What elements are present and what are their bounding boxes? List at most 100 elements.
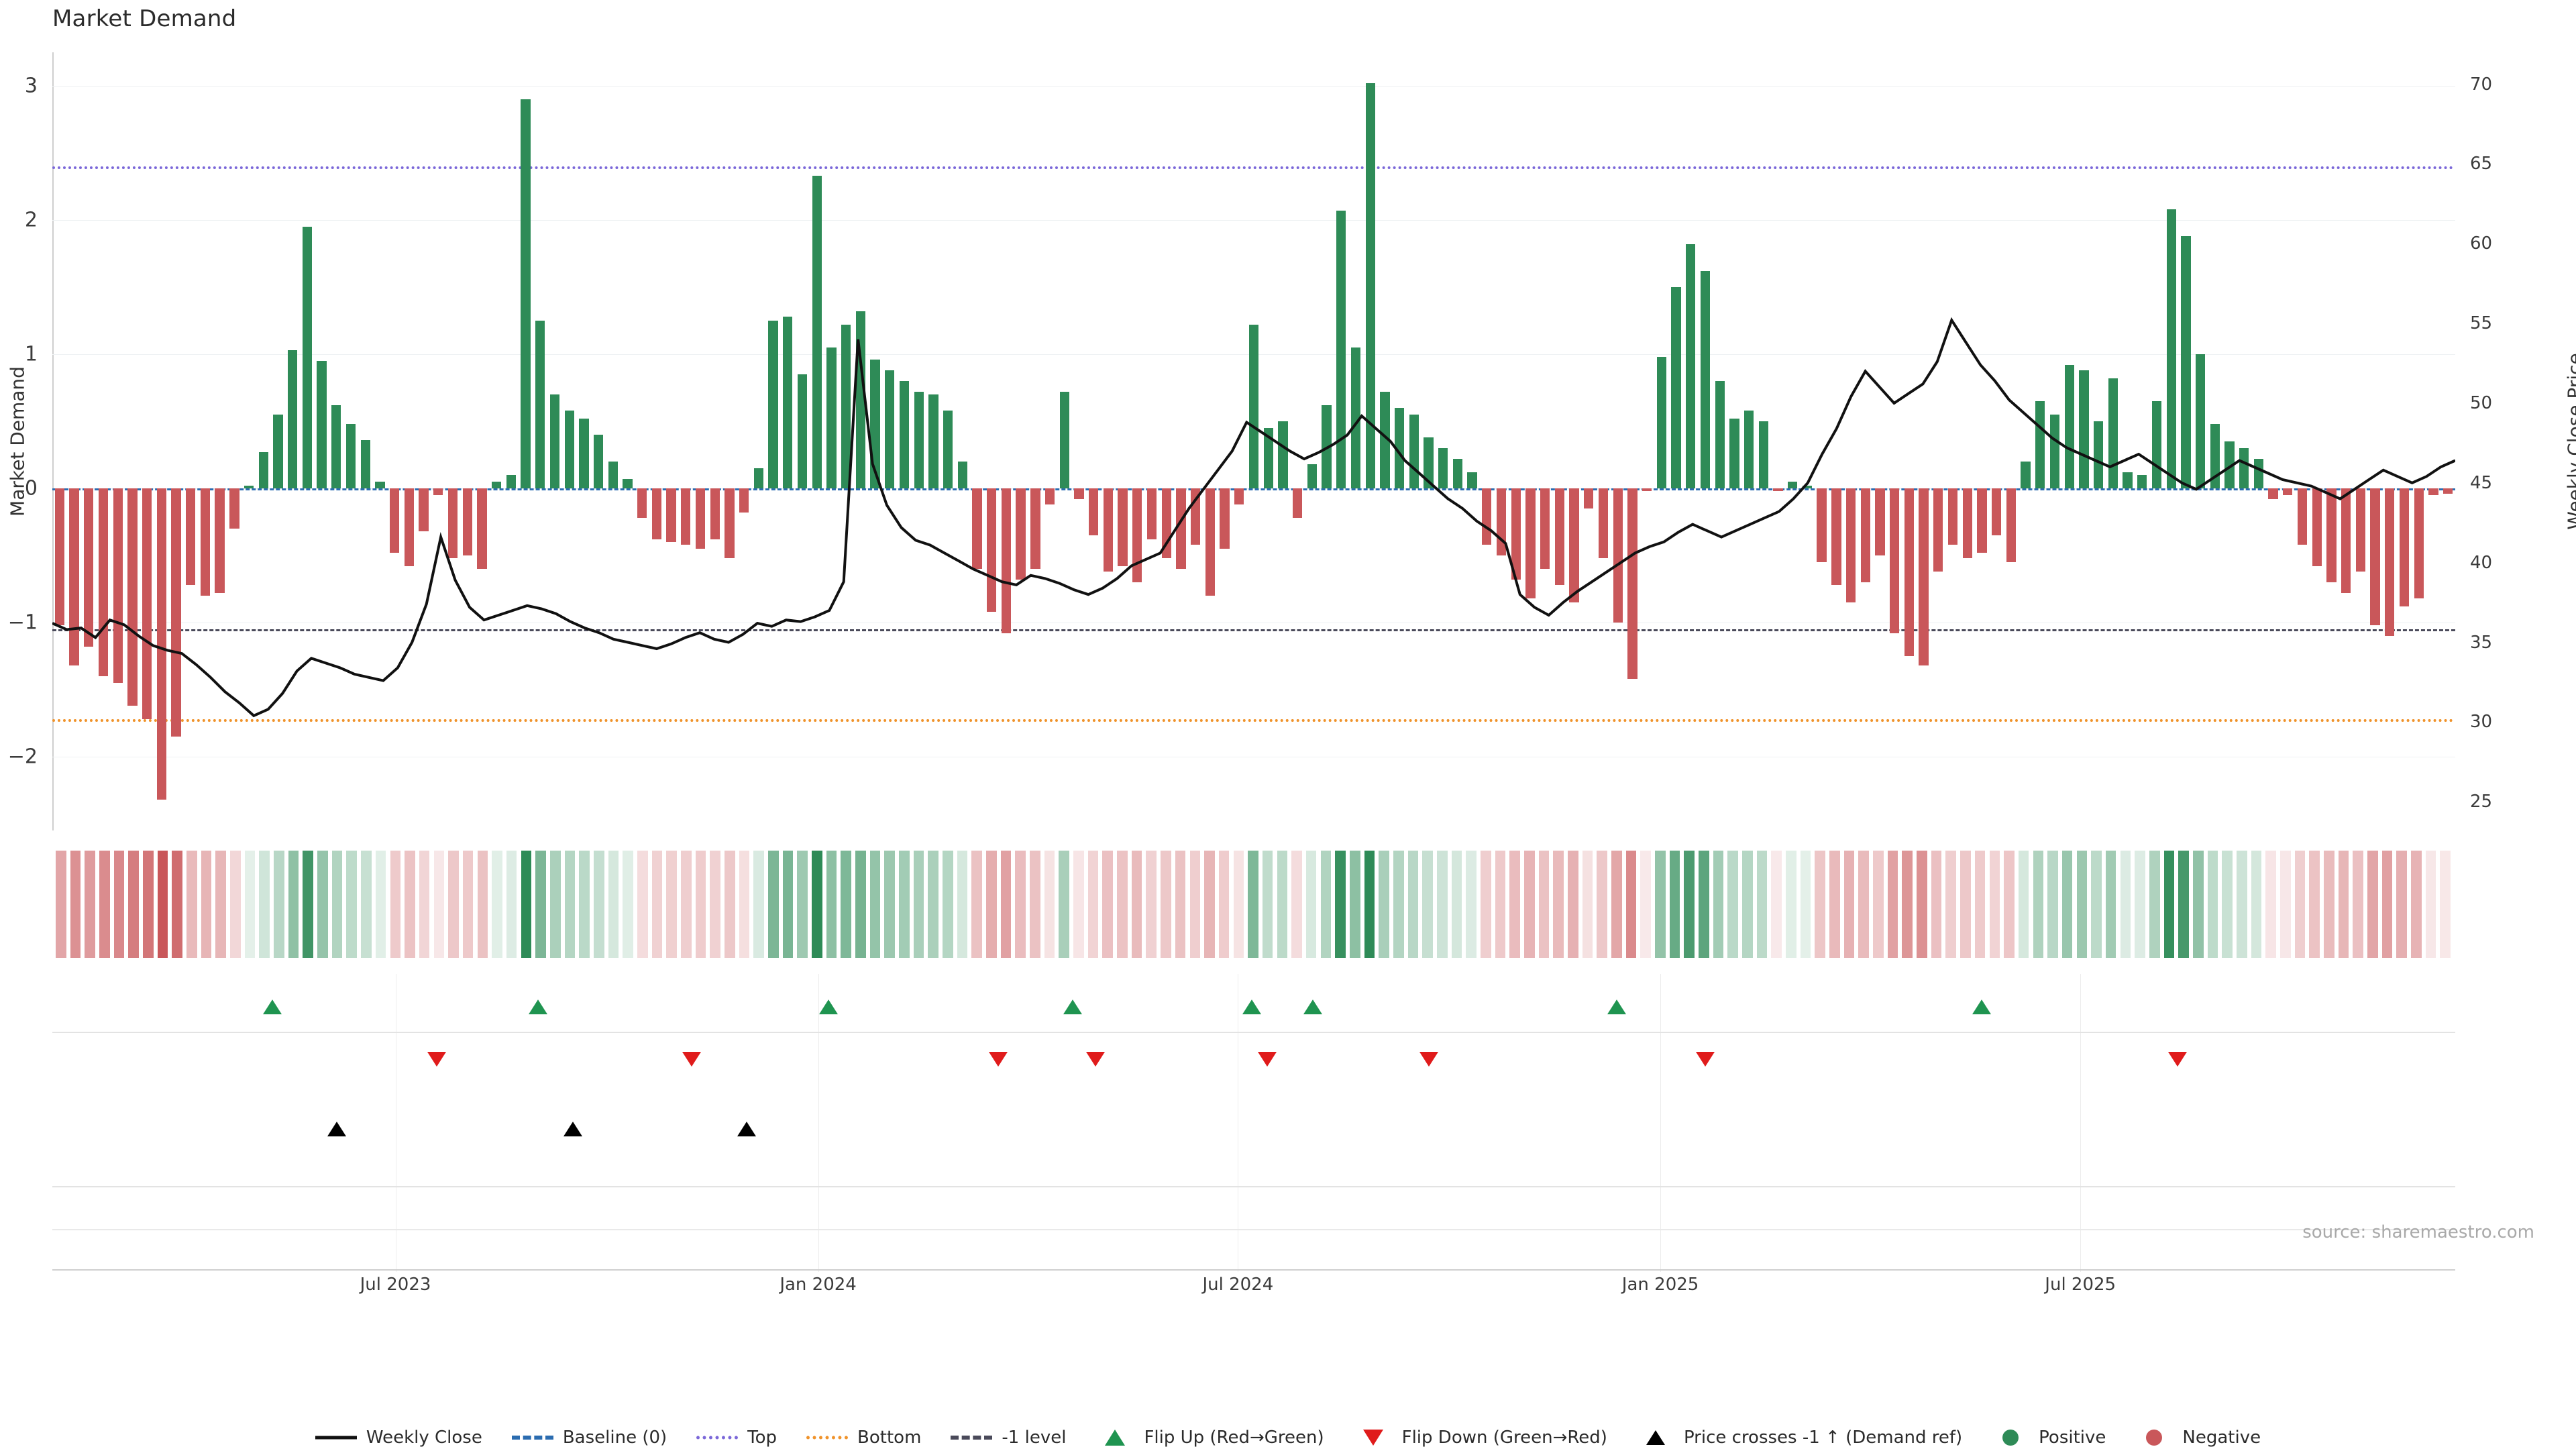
strip-cell-negative bbox=[2396, 851, 2407, 958]
strip-cell-positive bbox=[361, 851, 372, 958]
legend-item-negative[interactable]: Negative bbox=[2135, 1428, 2261, 1448]
strip-cell-positive bbox=[797, 851, 808, 958]
demand-bar-positive bbox=[1802, 486, 1813, 488]
demand-bar-negative bbox=[1044, 488, 1055, 504]
legend-label: Baseline (0) bbox=[562, 1428, 667, 1448]
demand-bar-positive bbox=[899, 381, 910, 488]
flip-down-marker[interactable] bbox=[1696, 1052, 1715, 1067]
demand-bar-negative bbox=[1292, 488, 1303, 518]
flip-up-marker[interactable] bbox=[528, 1000, 547, 1014]
flip-up-marker[interactable] bbox=[1063, 1000, 1082, 1014]
strip-cell-positive bbox=[1466, 851, 1477, 958]
demand-bar-negative bbox=[1977, 488, 1987, 553]
price-cross-marker[interactable] bbox=[563, 1122, 582, 1136]
strip-cell-positive bbox=[244, 851, 256, 958]
strip-cell-positive bbox=[2163, 851, 2175, 958]
flip-up-marker[interactable] bbox=[818, 1000, 838, 1014]
flip-down-marker[interactable] bbox=[1419, 1052, 1439, 1067]
strip-cell-negative bbox=[2309, 851, 2320, 958]
y-tick-right: 30 bbox=[2470, 712, 2493, 733]
demand-bar-positive bbox=[1248, 325, 1259, 488]
flip-down-marker[interactable] bbox=[1257, 1052, 1277, 1067]
demand-bar-positive bbox=[2239, 448, 2249, 488]
legend-item-flip-up[interactable]: Flip Up (Red→Green) bbox=[1095, 1428, 1324, 1448]
price-cross-panel bbox=[52, 1089, 2455, 1205]
demand-bar-negative bbox=[1554, 488, 1565, 585]
reference-line-top bbox=[52, 166, 2455, 169]
demand-bar-negative bbox=[1817, 488, 1827, 562]
strip-cell-negative bbox=[1567, 851, 1578, 958]
y-tick-right: 25 bbox=[2470, 792, 2493, 812]
demand-bar-positive bbox=[1394, 408, 1405, 488]
strip-cell-negative bbox=[1175, 851, 1186, 958]
strip-cell-negative bbox=[2425, 851, 2436, 958]
flip-up-marker[interactable] bbox=[1607, 1000, 1626, 1014]
strip-cell-negative bbox=[1611, 851, 1622, 958]
strip-cell-positive bbox=[2061, 851, 2073, 958]
demand-bar-negative bbox=[1074, 488, 1084, 499]
legend-line-icon bbox=[315, 1429, 357, 1446]
strip-cell-negative bbox=[1495, 851, 1506, 958]
strip-cell-negative bbox=[448, 851, 459, 958]
flip-down-marker[interactable] bbox=[1085, 1052, 1105, 1067]
flip-up-marker[interactable] bbox=[1972, 1000, 1992, 1014]
strip-cell-negative bbox=[1945, 851, 1957, 958]
price-cross-marker[interactable] bbox=[737, 1122, 757, 1136]
strip-cell-negative bbox=[1189, 851, 1201, 958]
strip-cell-negative bbox=[1509, 851, 1520, 958]
strip-cell-positive bbox=[1277, 851, 1288, 958]
flip-down-marker[interactable] bbox=[2168, 1052, 2188, 1067]
flip-down-marker[interactable] bbox=[427, 1052, 447, 1067]
legend-item-flip-down[interactable]: Flip Down (Green→Red) bbox=[1354, 1428, 1607, 1448]
left-axis-spine bbox=[52, 52, 54, 830]
legend-dot-icon bbox=[2146, 1430, 2163, 1446]
legend-item-minus-one[interactable]: -1 level bbox=[951, 1428, 1066, 1448]
strip-cell-positive bbox=[1248, 851, 1258, 958]
demand-bar-negative bbox=[84, 488, 94, 647]
strip-cell-negative bbox=[1044, 851, 1055, 958]
demand-bar-positive bbox=[1758, 421, 1768, 488]
strip-cell-negative bbox=[1480, 851, 1491, 958]
legend-item-weekly-close[interactable]: Weekly Close bbox=[315, 1428, 482, 1448]
demand-bar-positive bbox=[360, 440, 370, 488]
demand-bar-negative bbox=[200, 488, 211, 596]
demand-bar-positive bbox=[1438, 448, 1448, 488]
strip-cell-negative bbox=[405, 851, 415, 958]
demand-bar-positive bbox=[768, 321, 778, 488]
legend-item-positive[interactable]: Positive bbox=[1992, 1428, 2106, 1448]
flip-up-marker[interactable] bbox=[1242, 1000, 1262, 1014]
demand-bar-positive bbox=[331, 405, 341, 488]
demand-bar-positive bbox=[506, 475, 516, 488]
legend-item-top[interactable]: Top bbox=[696, 1428, 777, 1448]
legend-item-baseline[interactable]: Baseline (0) bbox=[511, 1428, 667, 1448]
flip-up-marker[interactable] bbox=[262, 1000, 282, 1014]
strip-cell-negative bbox=[2381, 851, 2393, 958]
strip-cell-negative bbox=[1931, 851, 1942, 958]
flip-down-marker[interactable] bbox=[682, 1052, 701, 1067]
demand-bar-negative bbox=[1569, 488, 1579, 602]
strip-cell-positive bbox=[1349, 851, 1360, 958]
strip-cell-positive bbox=[1742, 851, 1753, 958]
strip-cell-negative bbox=[99, 851, 110, 958]
legend-label: Weekly Close bbox=[366, 1428, 482, 1448]
demand-bar-positive bbox=[491, 482, 502, 488]
legend-item-bottom[interactable]: Bottom bbox=[806, 1428, 921, 1448]
demand-bar-positive bbox=[1788, 482, 1798, 488]
legend-item-price-cross[interactable]: Price crosses -1 ↑ (Demand ref) bbox=[1637, 1428, 1962, 1448]
demand-bar-positive bbox=[1336, 211, 1346, 488]
chart-legend: Weekly Close Baseline (0) Top Bottom -1 leve… bbox=[0, 1428, 2576, 1448]
y-tick-left: 0 bbox=[24, 476, 38, 500]
strip-cell-negative bbox=[2338, 851, 2349, 958]
strip-cell-positive bbox=[2236, 851, 2247, 958]
demand-bar-positive bbox=[258, 452, 268, 488]
strip-cell-negative bbox=[1582, 851, 1593, 958]
flip-down-marker[interactable] bbox=[988, 1052, 1008, 1067]
strip-cell-negative bbox=[1858, 851, 1870, 958]
strip-cell-negative bbox=[1073, 851, 1084, 958]
demand-bar-negative bbox=[127, 488, 138, 706]
price-cross-marker[interactable] bbox=[327, 1122, 347, 1136]
flip-up-marker[interactable] bbox=[1303, 1000, 1322, 1014]
strip-cell-negative bbox=[986, 851, 997, 958]
strip-cell-negative bbox=[462, 851, 474, 958]
demand-bar-positive bbox=[2021, 462, 2031, 488]
